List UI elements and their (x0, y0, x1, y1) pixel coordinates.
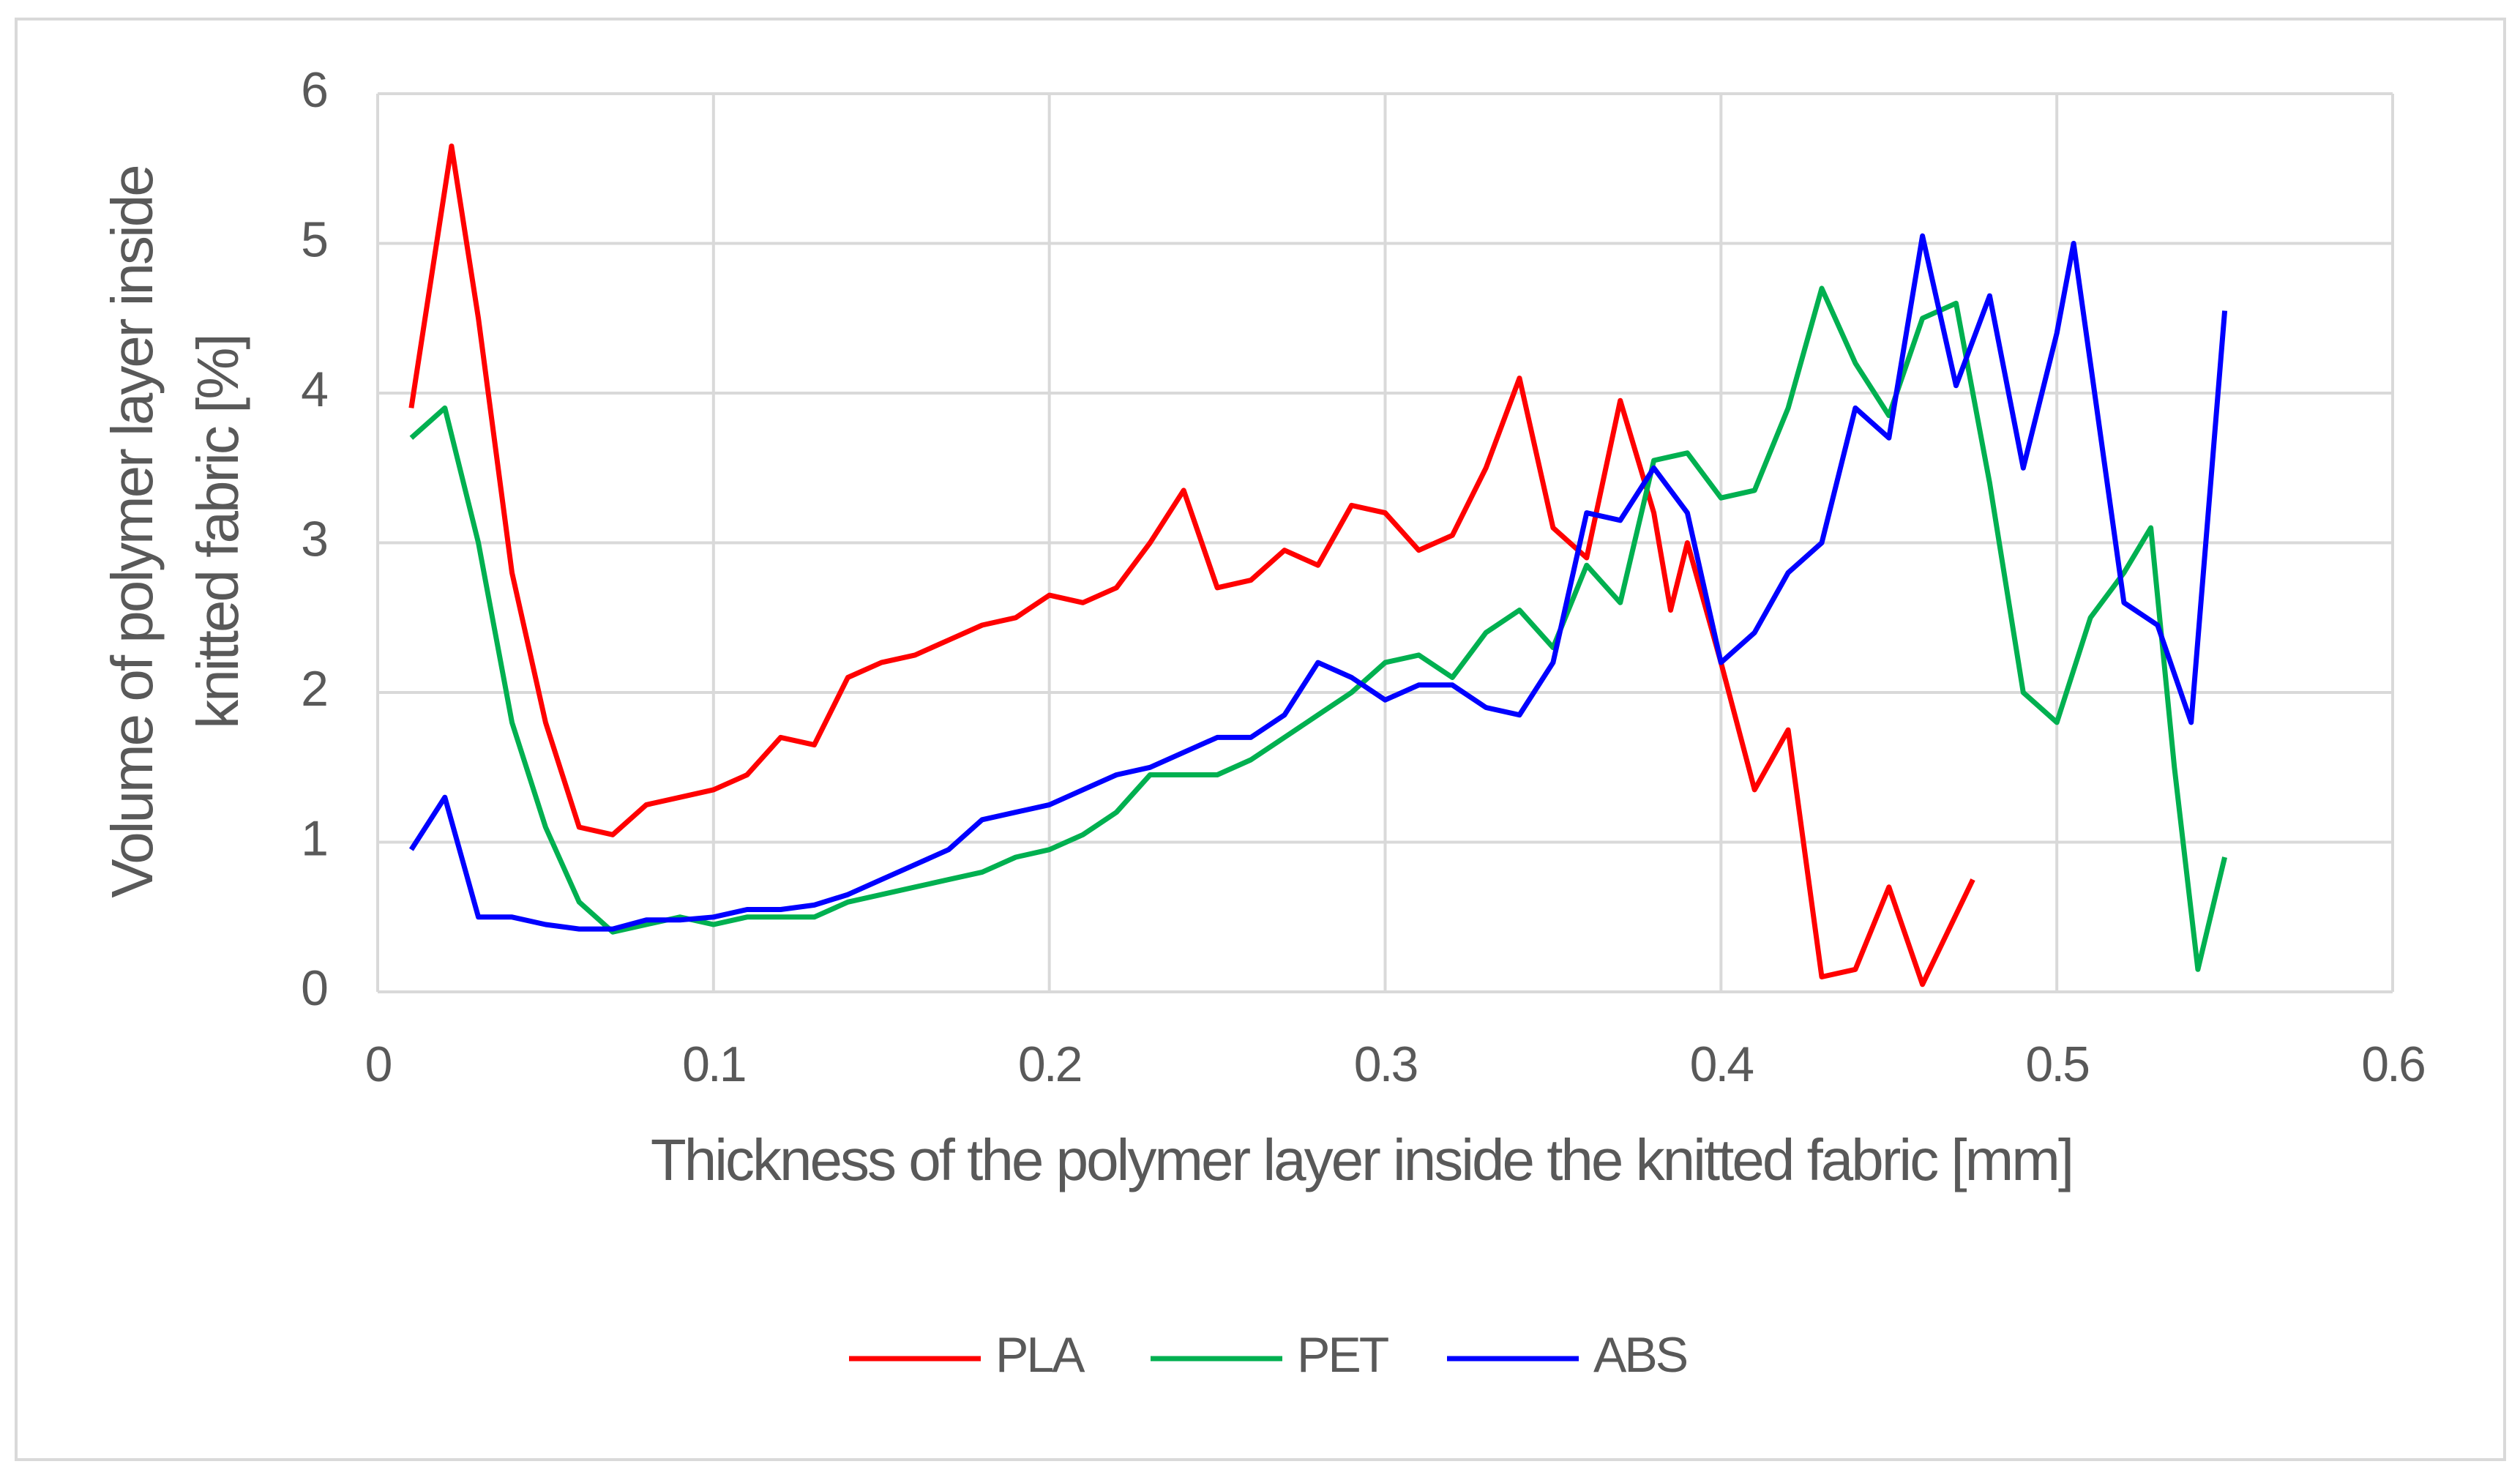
x-tick-label: 0.4 (1690, 1037, 1754, 1092)
x-tick-label: 0.2 (1018, 1037, 1081, 1092)
x-tick-label: 0.6 (2361, 1037, 2424, 1092)
x-tick-label: 0.1 (682, 1037, 745, 1092)
data-line (409, 285, 2228, 972)
y-tick-label: 6 (301, 62, 326, 118)
y-tick-label: 1 (301, 810, 326, 866)
legend-label: ABS (1593, 1327, 1687, 1383)
y-tick-label: 4 (301, 362, 327, 417)
data-line (408, 143, 1975, 987)
data-line (408, 233, 2228, 932)
legend-label: PLA (995, 1327, 1085, 1383)
y-axis-title-line: knitted fabric [%] (185, 335, 250, 728)
y-tick-label: 3 (301, 511, 326, 567)
y-axis-title: Volume of polymer layer inside knitted f… (100, 166, 250, 897)
y-axis-title-line: Volume of polymer layer inside (100, 166, 165, 897)
x-tick-label: 0.5 (2025, 1037, 2088, 1092)
x-tick-label: 0.3 (1354, 1037, 1417, 1092)
y-tick-label: 0 (301, 960, 327, 1016)
chart-frame (15, 18, 2506, 1461)
y-tick-label: 5 (301, 212, 326, 267)
legend-label: PET (1297, 1327, 1388, 1383)
y-tick-label: 2 (301, 661, 326, 717)
x-tick-label: 0 (365, 1037, 392, 1092)
x-axis-title: Thickness of the polymer layer inside th… (651, 1127, 2072, 1192)
